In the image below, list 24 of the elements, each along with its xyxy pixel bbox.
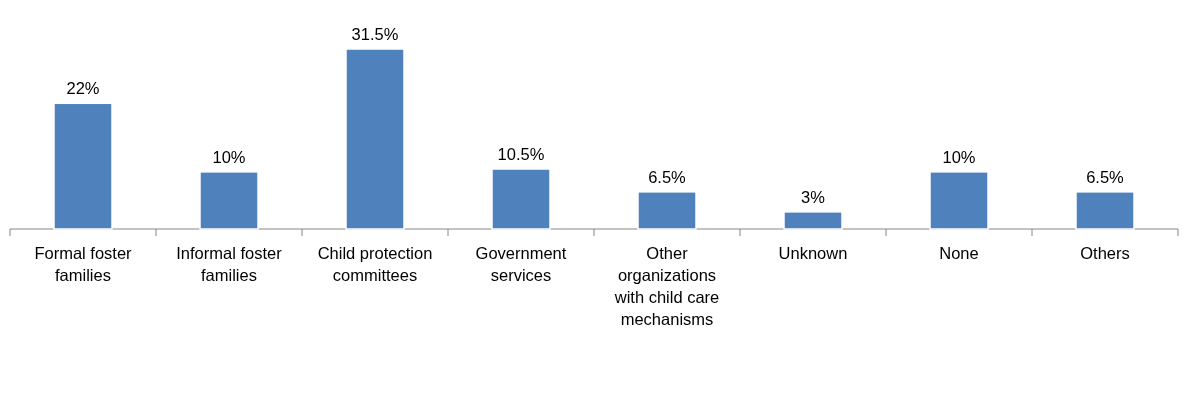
x-tick-label: Formal foster families bbox=[34, 244, 133, 284]
x-tick-label: Government services bbox=[475, 244, 567, 284]
data-label: 10% bbox=[212, 147, 246, 166]
bar bbox=[1075, 191, 1135, 230]
bar bbox=[199, 171, 259, 230]
x-tick-label: Unknown bbox=[778, 244, 848, 262]
data-label: 6.5% bbox=[648, 167, 687, 186]
bar bbox=[345, 48, 405, 230]
data-label: 10% bbox=[942, 147, 976, 166]
data-label: 31.5% bbox=[351, 25, 399, 43]
x-tick-label: Informal foster families bbox=[176, 244, 283, 284]
data-label: 3% bbox=[801, 187, 826, 206]
x-tick-label: Other organizations with child care mechanisms bbox=[613, 244, 720, 328]
bar bbox=[929, 171, 989, 230]
data-label: 6.5% bbox=[1086, 167, 1125, 186]
bar bbox=[53, 102, 113, 230]
x-tick-label: Others bbox=[1080, 244, 1130, 262]
bar bbox=[491, 168, 551, 230]
bar bbox=[637, 191, 697, 230]
data-label: 22% bbox=[66, 79, 100, 98]
data-label: 10.5% bbox=[497, 145, 545, 163]
x-tick-label: None bbox=[939, 244, 979, 262]
bar bbox=[783, 211, 843, 230]
x-tick-label: Child protection committees bbox=[317, 244, 433, 284]
